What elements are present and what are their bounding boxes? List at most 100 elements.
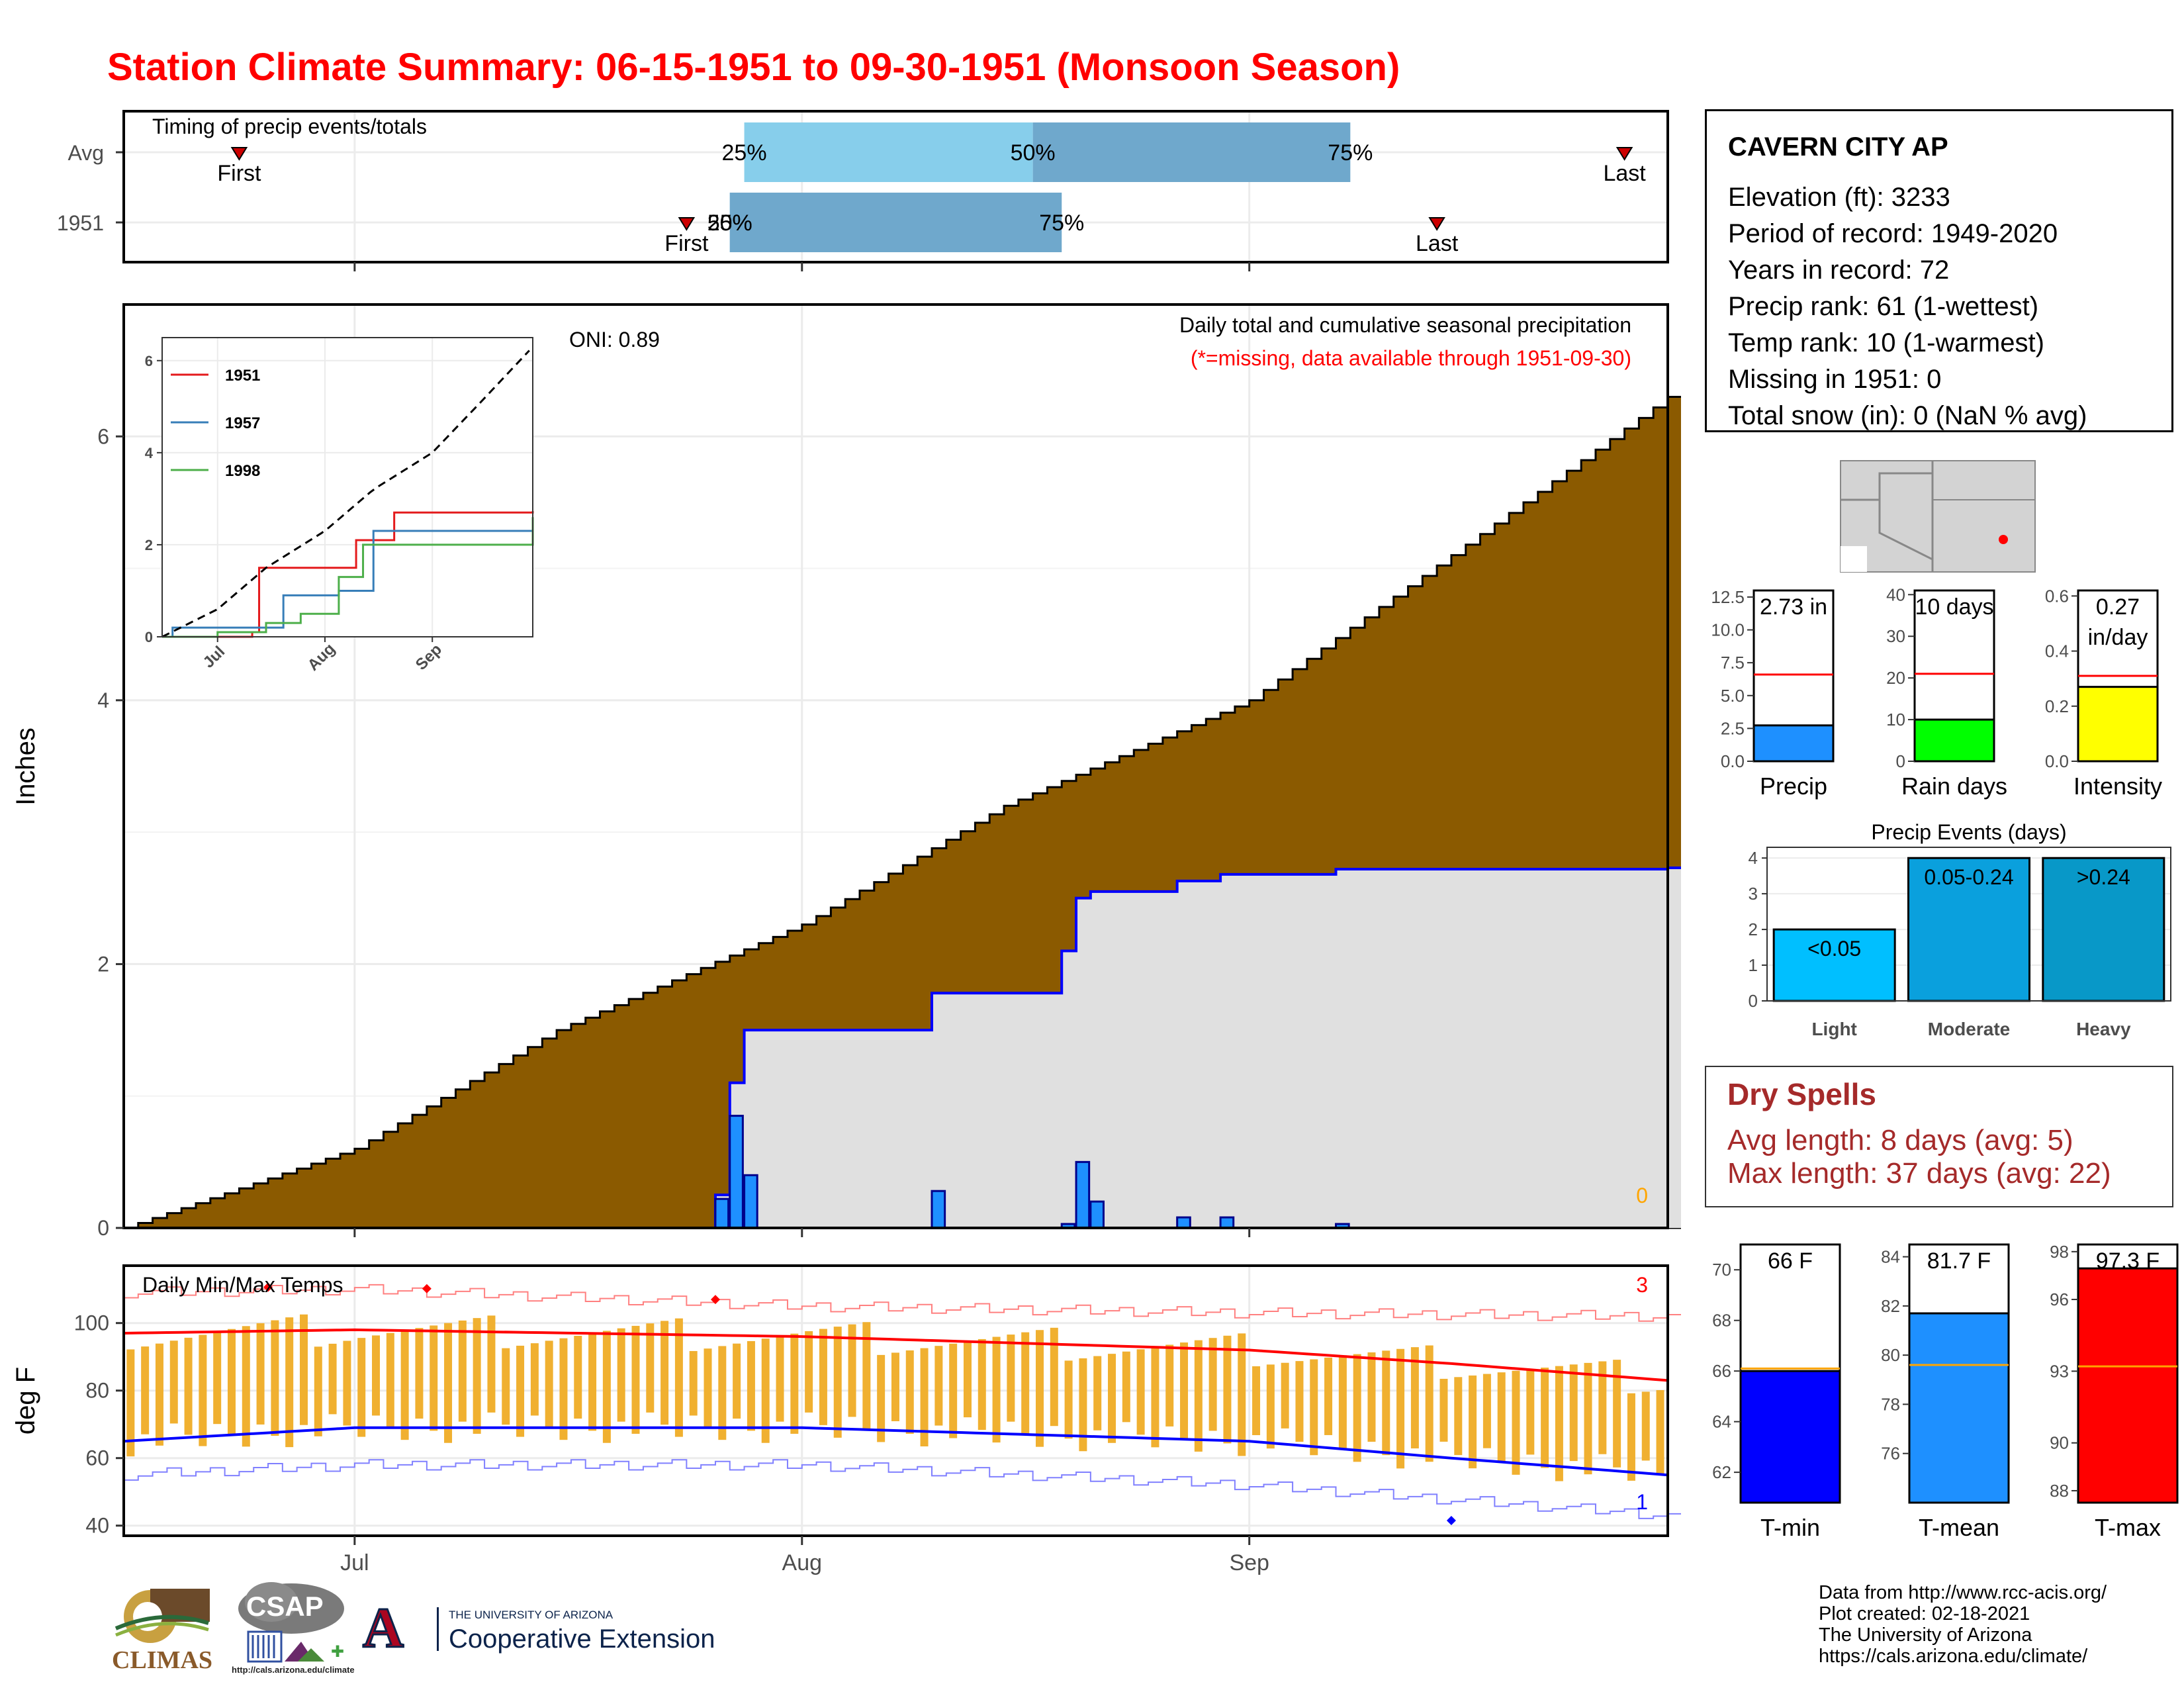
record-high-marker xyxy=(263,1282,273,1292)
daily-temp-bar xyxy=(169,1340,178,1424)
tmax-summary-label: T-max xyxy=(2095,1514,2161,1541)
rain-days-value-label: 10 days xyxy=(1915,594,1993,620)
daily-temp-bar xyxy=(1194,1340,1203,1452)
daily-temp-bar xyxy=(328,1343,337,1415)
precip-event-bar-label: 0.05-0.24 xyxy=(1924,865,2013,889)
main-chart-subtitle: (*=missing, data available through 1951-… xyxy=(1191,346,1631,370)
timing-bar-50-75 xyxy=(1032,122,1351,182)
daily-temp-bar xyxy=(300,1314,308,1425)
tmax-summary-value-label: 97.3 F xyxy=(2096,1248,2160,1274)
station-location-marker xyxy=(1999,535,2008,544)
tmin-summary-tick-label: 68 xyxy=(1712,1311,1731,1331)
credit-data-source: Data from http://www.rcc-acis.org/ xyxy=(1819,1582,2107,1603)
location-map xyxy=(1840,460,2036,573)
daily-temp-bar xyxy=(704,1348,712,1428)
daily-temp-bar xyxy=(1598,1361,1607,1454)
daily-temp-bar xyxy=(1310,1359,1318,1456)
precip-event-bar xyxy=(2042,857,2165,1002)
daily-temp-bar xyxy=(963,1341,972,1418)
station-precip-rank: Precip rank: 61 (1-wettest) xyxy=(1728,292,2039,321)
daily-temp-bar xyxy=(776,1336,784,1422)
tmax-summary-tick-label: 90 xyxy=(2050,1433,2069,1453)
ua-a-icon: A xyxy=(362,1596,405,1660)
daily-temp-bar xyxy=(1656,1390,1664,1474)
first-event-marker xyxy=(230,147,248,161)
daily-temp-bar xyxy=(1454,1377,1463,1456)
precip-total-bar xyxy=(1752,724,1835,763)
dry-spells-avg: Avg length: 8 days (avg: 5) xyxy=(1727,1124,2073,1156)
precip-event-category: Moderate xyxy=(1928,1019,2010,1039)
daily-temp-bar xyxy=(400,1330,409,1440)
temp-chart-title: Daily Min/Max Temps xyxy=(142,1273,343,1297)
oni-value: ONI: 0.89 xyxy=(569,328,660,352)
credits: Data from http://www.rcc-acis.org/ Plot … xyxy=(1819,1582,2107,1667)
timing-label-last: Last xyxy=(1416,231,1459,256)
daily-temp-bar xyxy=(227,1329,236,1436)
daily-temp-bar xyxy=(1281,1362,1289,1429)
daily-temp-bar xyxy=(1555,1366,1563,1481)
tmin-summary-tick-label: 62 xyxy=(1712,1462,1731,1482)
tmax-summary-tick-label: 98 xyxy=(2050,1242,2069,1262)
daily-temp-bar xyxy=(386,1333,394,1428)
ua-line1: THE UNIVERSITY OF ARIZONA xyxy=(449,1609,614,1621)
tmean-summary-tick-label: 80 xyxy=(1881,1345,1900,1365)
temp-x-tick-label: Jul xyxy=(340,1550,369,1575)
daily-temp-bar xyxy=(141,1346,150,1434)
intensity-value-label: in/day xyxy=(2088,625,2148,650)
daily-temp-bar xyxy=(1266,1364,1275,1449)
timing-row-label: Avg xyxy=(68,141,104,165)
precip-event-bar-label: <0.05 xyxy=(1807,937,1861,961)
temp-y-tick-label: 100 xyxy=(74,1311,109,1335)
climas-label: CLIMAS xyxy=(112,1646,213,1674)
inset-y-tick-label: 6 xyxy=(145,353,153,369)
daily-temp-bar xyxy=(314,1346,322,1436)
temp-x-tick-label: Sep xyxy=(1229,1550,1269,1575)
daily-temp-bar xyxy=(487,1315,496,1413)
daily-temp-bar xyxy=(1035,1330,1044,1447)
daily-temp-bar xyxy=(891,1352,899,1421)
daily-temp-bar xyxy=(1021,1332,1030,1434)
daily-temp-bar xyxy=(1613,1360,1621,1468)
rain-days-tick-label: 0 xyxy=(1896,751,1905,771)
daily-temp-bar xyxy=(1136,1349,1145,1435)
svg-text:✚: ✚ xyxy=(331,1643,344,1661)
timing-bar-50-75 xyxy=(729,193,1062,252)
temp-summary-bars: 66 F 62 64 66 68 70 T-min 81.7 F 76 78 80 82 84 T-mea… xyxy=(1712,1242,2179,1541)
daily-temp-bar xyxy=(689,1350,698,1416)
record-high-marker xyxy=(422,1284,432,1293)
daily-temp-bar xyxy=(646,1323,655,1413)
timing-label-75: 75% xyxy=(1328,140,1373,165)
daily-precip-bar xyxy=(714,1197,730,1229)
daily-precip-bar xyxy=(1219,1216,1235,1229)
inset-legend-label: 1957 xyxy=(225,414,260,432)
daily-temp-bar xyxy=(978,1338,986,1430)
daily-temp-bar xyxy=(285,1317,294,1448)
dry-spells-box: Dry Spells Avg length: 8 days (avg: 5) M… xyxy=(1705,1066,2173,1207)
daily-temp-bar xyxy=(833,1327,842,1438)
daily-temp-bar xyxy=(372,1335,381,1416)
climas-emblem-icon xyxy=(114,1589,210,1643)
intensity-tick-label: 0.4 xyxy=(2045,641,2069,661)
inset-series-1957 xyxy=(162,519,534,638)
precip-total-tick-label: 2.5 xyxy=(1721,718,1745,738)
tmean-summary-bar xyxy=(1908,1312,2010,1504)
daily-temp-bar xyxy=(805,1331,813,1413)
daily-precip-bar xyxy=(931,1190,946,1229)
daily-temp-bar xyxy=(1079,1358,1087,1452)
station-snow: Total snow (in): 0 (NaN % avg) xyxy=(1728,401,2087,430)
daily-temp-bar xyxy=(1410,1347,1419,1449)
precip-events-chart: Precip Events (days) <0.05 Light 0.05-0.24 M… xyxy=(1749,821,2171,1039)
daily-temp-bar xyxy=(1050,1327,1058,1427)
precip-events-tick-label: 2 xyxy=(1749,919,1758,939)
daily-temp-bar xyxy=(256,1323,265,1425)
daily-temps-chart: Daily Min/Max Temps 3 1 40 60 80 100 Jul Aug Sep d… xyxy=(11,1264,1681,1575)
intensity-tick-label: 0.0 xyxy=(2045,751,2069,771)
timing-label-first: First xyxy=(217,161,261,186)
daily-temp-bar xyxy=(631,1325,640,1434)
daily-temp-bar xyxy=(674,1318,683,1437)
daily-temp-bar xyxy=(415,1328,424,1419)
csap-cloud-icon: ✚ xyxy=(238,1582,344,1663)
timing-label-25: 25% xyxy=(722,140,767,165)
inset-legend-label: 1998 xyxy=(225,462,260,480)
